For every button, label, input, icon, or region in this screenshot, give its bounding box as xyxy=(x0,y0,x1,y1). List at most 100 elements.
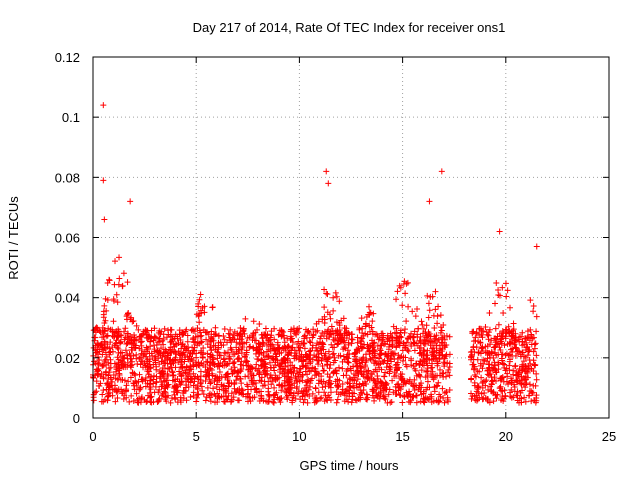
data-point xyxy=(517,380,524,387)
data-point xyxy=(360,386,367,393)
data-point xyxy=(512,362,519,369)
data-point xyxy=(109,378,116,385)
data-point xyxy=(278,363,285,370)
data-point xyxy=(129,358,136,365)
data-point xyxy=(113,328,120,335)
data-point xyxy=(202,368,209,375)
data-point xyxy=(443,388,450,395)
data-point xyxy=(122,347,129,354)
data-point xyxy=(320,378,327,385)
data-point xyxy=(394,288,401,295)
data-point xyxy=(285,367,292,374)
data-point xyxy=(512,334,519,341)
data-point xyxy=(304,353,311,360)
data-point xyxy=(359,325,366,332)
data-point xyxy=(178,358,185,365)
data-point xyxy=(258,357,265,364)
data-point xyxy=(512,344,519,351)
data-point xyxy=(491,344,498,351)
data-point xyxy=(342,345,349,352)
data-point xyxy=(409,393,416,400)
data-point xyxy=(144,348,151,355)
data-point xyxy=(324,291,331,298)
data-point xyxy=(161,365,168,372)
data-point xyxy=(328,341,335,348)
data-point xyxy=(138,338,145,345)
data-point xyxy=(399,371,406,378)
data-point xyxy=(326,334,333,341)
data-point xyxy=(132,372,139,379)
data-point xyxy=(325,348,332,355)
data-point xyxy=(212,346,219,353)
data-point xyxy=(205,372,212,379)
data-point xyxy=(478,374,485,381)
data-point xyxy=(112,258,119,265)
data-point xyxy=(198,347,205,354)
data-point xyxy=(231,359,238,366)
data-point xyxy=(339,365,346,372)
data-point xyxy=(151,389,158,396)
data-point xyxy=(100,387,107,394)
data-point xyxy=(400,381,407,388)
data-point xyxy=(530,308,537,315)
data-point xyxy=(319,362,326,369)
data-point xyxy=(246,334,253,341)
data-point xyxy=(437,324,444,331)
data-point xyxy=(412,367,419,374)
data-point xyxy=(207,380,214,387)
data-point xyxy=(116,340,123,347)
data-point xyxy=(107,360,114,367)
data-point xyxy=(196,319,203,326)
data-point xyxy=(133,322,140,329)
data-point xyxy=(505,323,512,330)
data-point xyxy=(106,383,113,390)
data-point xyxy=(424,378,431,385)
data-point xyxy=(360,354,367,361)
data-point xyxy=(362,330,369,337)
data-point xyxy=(210,342,217,349)
data-point xyxy=(228,398,235,405)
data-point xyxy=(416,350,423,357)
data-point xyxy=(306,348,313,355)
data-point xyxy=(177,381,184,388)
data-point xyxy=(499,360,506,367)
data-point xyxy=(475,338,482,345)
data-point xyxy=(124,351,131,358)
data-point xyxy=(321,320,328,327)
data-point xyxy=(512,363,519,370)
data-point xyxy=(263,335,270,342)
data-point xyxy=(130,318,137,325)
data-point xyxy=(160,335,167,342)
data-point xyxy=(480,360,487,367)
data-point xyxy=(182,354,189,361)
data-point xyxy=(323,361,330,368)
data-point xyxy=(527,297,534,304)
data-point xyxy=(522,368,529,375)
data-point xyxy=(208,338,215,345)
data-point xyxy=(237,324,244,331)
data-point xyxy=(309,356,316,363)
data-point xyxy=(436,372,443,379)
data-point xyxy=(93,324,100,331)
data-point xyxy=(225,330,232,337)
data-point xyxy=(326,353,333,360)
data-point xyxy=(271,325,278,332)
data-point xyxy=(383,364,390,371)
data-point xyxy=(271,367,278,374)
data-point xyxy=(196,362,203,369)
x-tick-label: 20 xyxy=(499,429,513,444)
data-point xyxy=(137,361,144,368)
data-point xyxy=(474,356,481,363)
data-point xyxy=(101,302,108,309)
data-point xyxy=(470,328,477,335)
data-point xyxy=(231,385,238,392)
data-point xyxy=(364,345,371,352)
data-point xyxy=(226,355,233,362)
data-point xyxy=(366,376,373,383)
data-point xyxy=(402,342,409,349)
data-point xyxy=(344,379,351,386)
data-point xyxy=(533,243,540,250)
data-point xyxy=(107,339,114,346)
data-point xyxy=(256,349,263,356)
data-point xyxy=(285,351,292,358)
